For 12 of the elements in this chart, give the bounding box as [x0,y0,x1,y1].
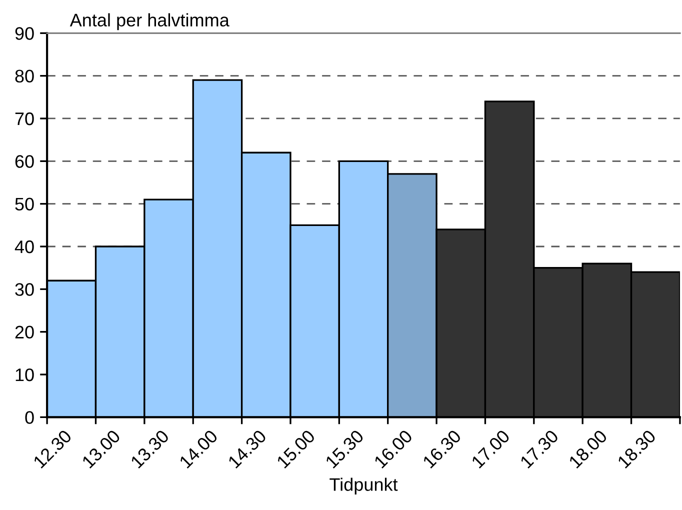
y-tick-label: 70 [15,112,34,126]
y-tick-label: 20 [15,326,34,339]
y-tick-label: 10 [16,368,34,382]
y-axis-title: Antal per halvtimma [70,13,230,30]
y-tick-label: 90 [15,27,34,40]
y-tick-label: 60 [15,155,34,168]
y-tick-label: 50 [15,198,34,211]
y-tick-label: 80 [15,70,34,83]
y-tick-label: 0 [25,411,34,424]
y-tick-label: 40 [14,240,34,254]
y-tick-label: 30 [15,283,34,296]
x-axis-title: Tidpunkt [330,478,398,495]
